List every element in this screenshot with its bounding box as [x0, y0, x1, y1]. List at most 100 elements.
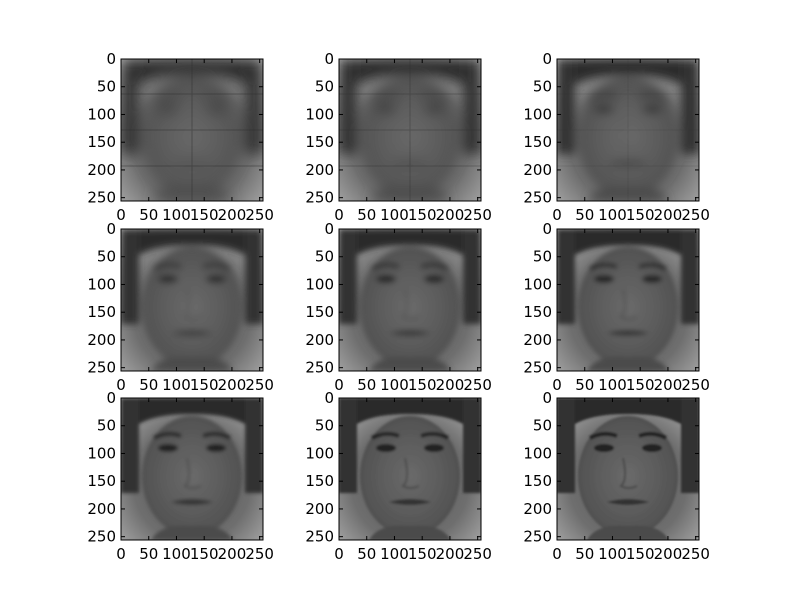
y-tick-label: 100 — [523, 275, 552, 293]
x-tick-label: 0 — [116, 376, 126, 394]
y-tick-label: 250 — [523, 359, 552, 377]
axes-frame — [556, 228, 700, 372]
x-tick-label: 200 — [218, 545, 247, 563]
y-tick-label: 150 — [87, 133, 116, 151]
axes-frame — [338, 228, 482, 372]
y-tick-label: 150 — [87, 303, 116, 321]
x-tick-label: 50 — [139, 545, 158, 563]
y-tick-label: 200 — [523, 331, 552, 349]
grayscale-face-image — [121, 59, 263, 201]
x-tick-label: 200 — [654, 545, 683, 563]
y-tick-label: 200 — [305, 331, 334, 349]
y-tick-label: 50 — [533, 248, 552, 266]
x-tick-label: 50 — [575, 545, 594, 563]
x-tick-label: 0 — [116, 206, 126, 224]
y-tick-label: 50 — [315, 78, 334, 96]
x-tick-label: 250 — [463, 545, 492, 563]
grayscale-face-image — [339, 398, 481, 540]
x-tick-label: 100 — [380, 545, 409, 563]
x-tick-label: 100 — [380, 206, 409, 224]
x-tick-label: 0 — [334, 545, 344, 563]
x-tick-label: 0 — [116, 545, 126, 563]
y-tick-label: 250 — [523, 528, 552, 546]
y-tick-label: 50 — [315, 248, 334, 266]
y-tick-label: 250 — [305, 528, 334, 546]
x-tick-label: 250 — [681, 545, 710, 563]
y-tick-label: 100 — [305, 444, 334, 462]
y-tick-label: 250 — [87, 359, 116, 377]
y-tick-label: 250 — [87, 528, 116, 546]
grayscale-face-image — [557, 398, 699, 540]
grayscale-face-image — [339, 229, 481, 371]
y-tick-label: 50 — [533, 417, 552, 435]
axes-frame — [338, 397, 482, 541]
y-tick-label: 200 — [305, 500, 334, 518]
x-tick-label: 50 — [357, 376, 376, 394]
y-tick-label: 50 — [97, 78, 116, 96]
y-tick-label: 50 — [533, 78, 552, 96]
x-tick-label: 50 — [139, 206, 158, 224]
x-tick-label: 50 — [357, 545, 376, 563]
y-tick-label: 200 — [87, 500, 116, 518]
grayscale-face-image — [557, 59, 699, 201]
patch-seams — [339, 59, 481, 201]
x-tick-label: 150 — [190, 376, 219, 394]
x-tick-label: 50 — [139, 376, 158, 394]
x-tick-label: 250 — [245, 206, 274, 224]
axes-frame — [120, 397, 264, 541]
y-tick-label: 0 — [542, 220, 552, 238]
x-tick-label: 100 — [162, 206, 191, 224]
x-tick-label: 100 — [598, 545, 627, 563]
x-tick-label: 250 — [681, 206, 710, 224]
x-tick-label: 100 — [162, 545, 191, 563]
x-tick-label: 200 — [218, 206, 247, 224]
axes-frame — [556, 58, 700, 202]
x-tick-label: 100 — [162, 376, 191, 394]
x-tick-label: 150 — [626, 206, 655, 224]
grayscale-face-image — [121, 229, 263, 371]
y-tick-label: 100 — [87, 275, 116, 293]
y-tick-label: 100 — [87, 444, 116, 462]
x-tick-label: 150 — [408, 376, 437, 394]
x-tick-label: 50 — [575, 376, 594, 394]
x-tick-label: 200 — [654, 376, 683, 394]
y-tick-label: 200 — [87, 331, 116, 349]
y-tick-label: 0 — [542, 50, 552, 68]
x-tick-label: 0 — [552, 545, 562, 563]
x-tick-label: 250 — [463, 376, 492, 394]
grayscale-face-image — [557, 229, 699, 371]
x-tick-label: 100 — [598, 376, 627, 394]
y-tick-label: 100 — [305, 105, 334, 123]
axes-frame — [120, 228, 264, 372]
x-tick-label: 150 — [190, 206, 219, 224]
x-tick-label: 250 — [681, 376, 710, 394]
y-tick-label: 200 — [305, 161, 334, 179]
y-tick-label: 250 — [87, 189, 116, 207]
x-tick-label: 0 — [334, 376, 344, 394]
y-tick-label: 50 — [97, 417, 116, 435]
y-tick-label: 0 — [542, 389, 552, 407]
y-tick-label: 250 — [305, 359, 334, 377]
x-tick-label: 100 — [380, 376, 409, 394]
y-tick-label: 0 — [324, 50, 334, 68]
y-tick-label: 200 — [523, 161, 552, 179]
axes-frame — [556, 397, 700, 541]
y-tick-label: 200 — [87, 161, 116, 179]
x-tick-label: 150 — [408, 545, 437, 563]
y-tick-label: 100 — [523, 105, 552, 123]
x-tick-label: 250 — [245, 545, 274, 563]
axes-frame — [338, 58, 482, 202]
x-tick-label: 200 — [436, 376, 465, 394]
x-tick-label: 200 — [436, 206, 465, 224]
x-tick-label: 200 — [218, 376, 247, 394]
y-tick-label: 150 — [87, 472, 116, 490]
y-tick-label: 0 — [106, 220, 116, 238]
